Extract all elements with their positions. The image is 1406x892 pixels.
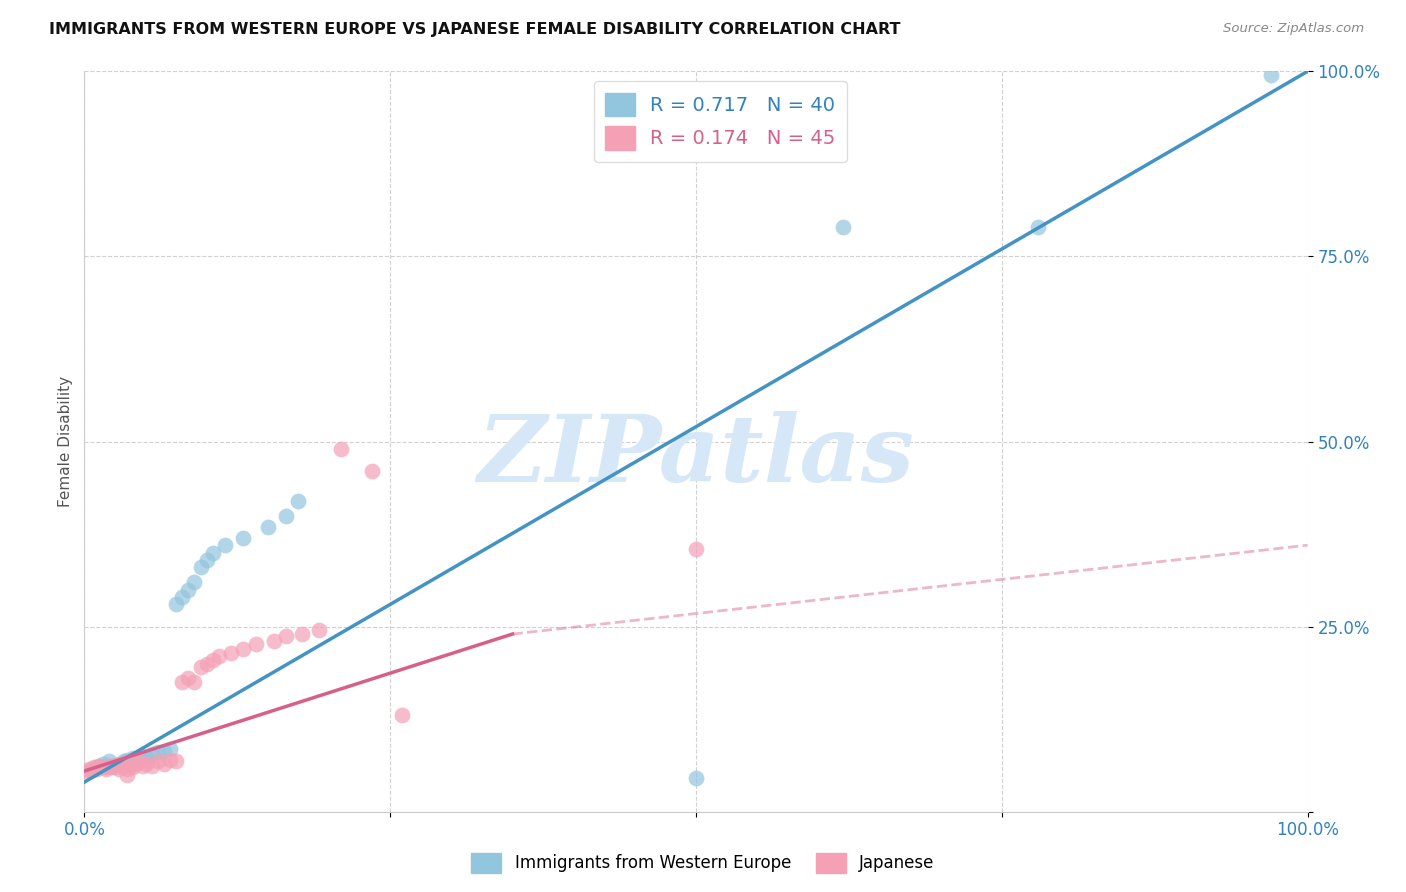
Point — [183, 575, 205, 590]
Point — [360, 464, 382, 478]
Point — [128, 755, 150, 769]
Point — [132, 759, 155, 773]
Point — [97, 755, 120, 769]
Point — [232, 531, 254, 545]
Legend: Immigrants from Western Europe, Japanese: Immigrants from Western Europe, Japanese — [464, 847, 942, 880]
Y-axis label: Female Disability: Female Disability — [58, 376, 73, 508]
Legend: R = 0.717   N = 40, R = 0.174   N = 45: R = 0.717 N = 40, R = 0.174 N = 45 — [593, 81, 846, 161]
Point — [76, 764, 98, 778]
Point — [128, 753, 150, 767]
Text: IMMIGRANTS FROM WESTERN EUROPE VS JAPANESE FEMALE DISABILITY CORRELATION CHART: IMMIGRANTS FROM WESTERN EUROPE VS JAPANE… — [49, 22, 901, 37]
Point — [263, 634, 285, 648]
Point — [308, 624, 330, 638]
Point — [125, 755, 148, 769]
Point — [91, 760, 114, 774]
Point — [276, 628, 298, 642]
Point — [122, 760, 145, 774]
Point — [86, 760, 108, 774]
Point — [1028, 219, 1050, 234]
Point — [146, 755, 169, 769]
Point — [391, 708, 413, 723]
Point — [177, 582, 200, 597]
Point — [96, 762, 118, 776]
Text: Source: ZipAtlas.com: Source: ZipAtlas.com — [1223, 22, 1364, 36]
Point — [115, 762, 138, 776]
Point — [112, 755, 135, 769]
Point — [172, 675, 194, 690]
Point — [104, 760, 127, 774]
Point — [80, 764, 103, 778]
Point — [120, 759, 142, 773]
Point — [141, 747, 163, 761]
Point — [96, 760, 118, 774]
Point — [159, 741, 181, 756]
Point — [132, 749, 155, 764]
Point — [77, 762, 100, 776]
Point — [100, 760, 122, 774]
Point — [219, 646, 242, 660]
Point — [136, 753, 159, 767]
Point — [291, 627, 314, 641]
Point — [208, 649, 231, 664]
Point — [135, 756, 157, 771]
Point — [83, 760, 105, 774]
Point — [685, 772, 707, 786]
Point — [107, 762, 129, 776]
Point — [330, 442, 353, 456]
Point — [146, 746, 169, 760]
Text: ZIPatlas: ZIPatlas — [478, 411, 914, 501]
Point — [201, 653, 224, 667]
Point — [153, 756, 176, 771]
Point — [86, 762, 108, 776]
Point — [183, 675, 205, 690]
Point — [112, 760, 135, 774]
Point — [276, 508, 298, 523]
Point — [79, 764, 101, 778]
Point — [100, 759, 122, 773]
Point — [110, 756, 132, 771]
Point — [232, 641, 254, 656]
Point — [115, 753, 138, 767]
Point — [91, 756, 114, 771]
Point — [172, 590, 194, 604]
Point — [245, 637, 267, 651]
Point — [195, 657, 218, 671]
Point — [287, 493, 309, 508]
Point — [87, 759, 110, 773]
Point — [177, 672, 200, 686]
Point — [110, 756, 132, 771]
Point — [125, 756, 148, 771]
Point — [190, 660, 212, 674]
Point — [104, 758, 127, 772]
Point — [135, 751, 157, 765]
Point — [153, 744, 176, 758]
Point — [115, 767, 138, 781]
Point — [122, 751, 145, 765]
Point — [159, 753, 181, 767]
Point — [195, 553, 218, 567]
Point — [831, 219, 853, 234]
Point — [141, 759, 163, 773]
Point — [257, 519, 280, 533]
Point — [1260, 68, 1282, 82]
Point — [214, 538, 236, 552]
Point — [120, 756, 142, 771]
Point — [107, 756, 129, 771]
Point — [190, 560, 212, 574]
Point — [201, 546, 224, 560]
Point — [165, 755, 187, 769]
Point — [685, 541, 707, 556]
Point — [87, 759, 110, 773]
Point — [165, 598, 187, 612]
Point — [97, 759, 120, 773]
Point — [83, 762, 105, 776]
